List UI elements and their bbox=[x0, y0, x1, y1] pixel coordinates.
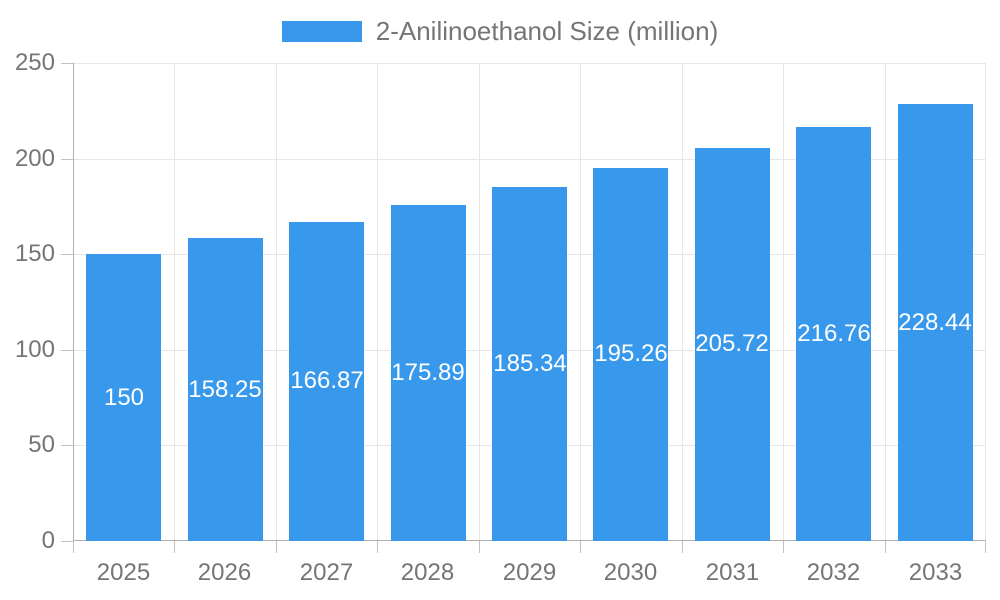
y-axis-tick-label: 100 bbox=[14, 336, 55, 363]
legend-swatch-icon bbox=[281, 20, 362, 42]
y-gridline bbox=[73, 159, 986, 160]
bar-value-label: 195.26 bbox=[594, 340, 668, 367]
x-gridline bbox=[985, 63, 986, 541]
y-axis-tick bbox=[61, 350, 73, 351]
legend-label: 2-Anilinoethanol Size (million) bbox=[375, 16, 719, 46]
x-axis-tick bbox=[479, 541, 480, 553]
y-axis-tick-label: 200 bbox=[14, 145, 55, 172]
bar-value-label: 175.89 bbox=[391, 359, 465, 386]
x-axis-tick bbox=[377, 541, 378, 553]
x-axis-tick bbox=[783, 541, 784, 553]
y-axis-tick-label: 250 bbox=[14, 49, 55, 76]
bar-2033[interactable] bbox=[898, 104, 973, 541]
bar-value-label: 216.76 bbox=[797, 320, 871, 347]
x-axis-tick bbox=[73, 541, 74, 553]
y-axis-tick bbox=[61, 445, 73, 446]
x-gridline bbox=[682, 63, 683, 541]
y-axis-tick bbox=[61, 254, 73, 255]
bar-value-label: 158.25 bbox=[188, 376, 262, 403]
x-axis-tick-label: 2033 bbox=[908, 559, 963, 586]
bar-2026[interactable] bbox=[188, 238, 263, 541]
y-axis-tick-label: 150 bbox=[14, 240, 55, 267]
bar-2032[interactable] bbox=[796, 127, 871, 541]
x-axis-tick bbox=[885, 541, 886, 553]
x-axis-tick-label: 2029 bbox=[502, 559, 557, 586]
bar-value-label: 205.72 bbox=[695, 330, 769, 357]
x-axis-tick-label: 2026 bbox=[197, 559, 252, 586]
y-axis-tick bbox=[61, 63, 73, 64]
bar-value-label: 185.34 bbox=[493, 350, 567, 377]
x-axis-tick-label: 2031 bbox=[705, 559, 760, 586]
x-gridline bbox=[580, 63, 581, 541]
y-axis-tick-label: 0 bbox=[41, 527, 55, 554]
bar-2025[interactable] bbox=[86, 254, 161, 541]
x-axis-tick bbox=[682, 541, 683, 553]
x-axis-tick bbox=[276, 541, 277, 553]
plot-area: 0 50 100 150 200 250 150 2025 158.25 2026 166.87 20… bbox=[15, 51, 986, 586]
bar-value-label: 166.87 bbox=[290, 367, 364, 394]
x-axis-tick-label: 2028 bbox=[400, 559, 455, 586]
bar-value-label: 150 bbox=[103, 384, 145, 411]
x-axis-tick bbox=[580, 541, 581, 553]
bar-2031[interactable] bbox=[695, 148, 770, 541]
x-axis-tick bbox=[174, 541, 175, 553]
x-gridline bbox=[377, 63, 378, 541]
bar-2030[interactable] bbox=[593, 168, 668, 541]
y-axis-line bbox=[73, 63, 74, 541]
y-axis-tick bbox=[61, 159, 73, 160]
x-gridline bbox=[783, 63, 784, 541]
x-gridline bbox=[174, 63, 175, 541]
chart-legend[interactable]: 2-Anilinoethanol Size (million) bbox=[0, 17, 1000, 45]
y-gridline bbox=[73, 63, 986, 64]
x-axis-tick-label: 2025 bbox=[96, 559, 151, 586]
y-axis-tick bbox=[61, 541, 73, 542]
bar-value-label: 228.44 bbox=[898, 309, 972, 336]
y-axis-tick-label: 50 bbox=[28, 431, 55, 458]
x-axis-tick-label: 2032 bbox=[806, 559, 861, 586]
x-axis-tick-label: 2030 bbox=[603, 559, 658, 586]
x-axis-tick bbox=[985, 541, 986, 553]
x-gridline bbox=[885, 63, 886, 541]
x-gridline bbox=[276, 63, 277, 541]
bar-2028[interactable] bbox=[391, 205, 466, 541]
x-axis-tick-label: 2027 bbox=[299, 559, 354, 586]
bar-2029[interactable] bbox=[492, 187, 567, 541]
x-gridline bbox=[479, 63, 480, 541]
bar-2027[interactable] bbox=[289, 222, 364, 541]
